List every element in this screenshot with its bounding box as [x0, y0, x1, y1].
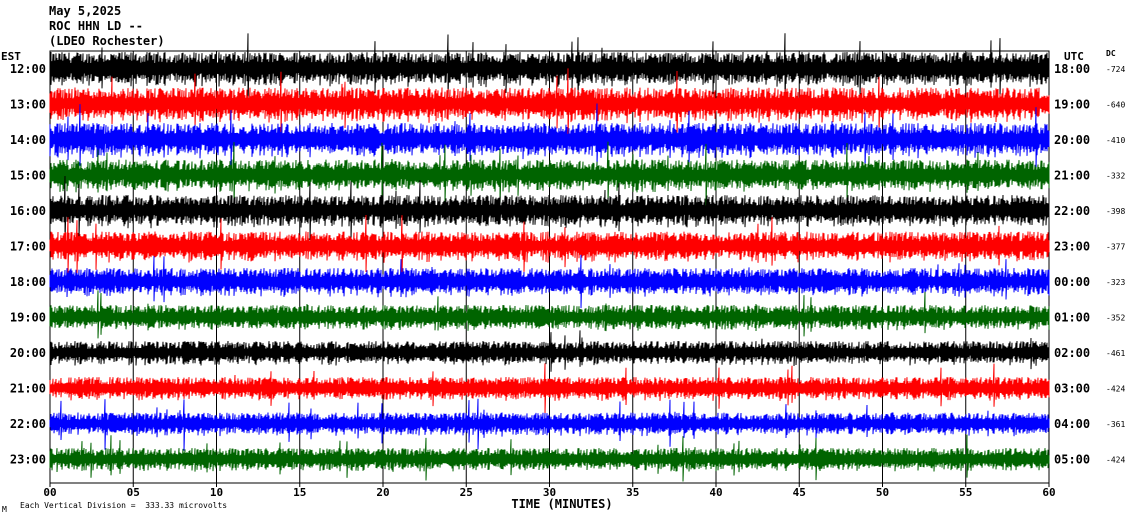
seismic-trace [49, 434, 1050, 482]
est-hour-label: 14:00 [10, 133, 46, 147]
x-tick-label: 25 [460, 486, 473, 499]
left-zone-label: EST [1, 50, 21, 63]
utc-hour-label: 18:00 [1054, 62, 1090, 76]
scale-note: Each Vertical Division = 333.33 microvol… [20, 501, 228, 510]
x-tick-label: 05 [127, 486, 140, 499]
vertical-gridlines [49, 51, 1050, 487]
est-hour-label: 23:00 [10, 453, 46, 467]
est-hour-label: 19:00 [10, 311, 46, 325]
corner-mark: M [2, 505, 7, 514]
x-tick-label: 60 [1042, 486, 1055, 499]
dc-offset-label: -361 [1106, 420, 1125, 429]
dc-offset-label: -352 [1106, 314, 1125, 323]
dc-offset-label: -398 [1106, 207, 1125, 216]
station-label: ROC HHN LD -- [49, 19, 143, 33]
x-axis-label: TIME (MINUTES) [511, 497, 612, 511]
dc-label: DC [1106, 49, 1116, 58]
x-tick-label: 50 [876, 486, 889, 499]
dc-offset-label: -461 [1106, 349, 1125, 358]
dc-offset-label: -424 [1106, 456, 1125, 465]
dc-offset-label: -377 [1106, 243, 1125, 252]
seismic-trace [49, 398, 1050, 451]
utc-hour-label: 23:00 [1054, 240, 1090, 254]
x-tick-label: 55 [959, 486, 972, 499]
est-hour-label: 17:00 [10, 240, 46, 254]
x-tick-label: 15 [293, 486, 306, 499]
utc-hour-label: 00:00 [1054, 275, 1090, 289]
seismic-trace [49, 254, 1050, 309]
est-hour-label: 12:00 [10, 62, 46, 76]
utc-hour-label: 04:00 [1054, 417, 1090, 431]
est-hour-label: 22:00 [10, 417, 46, 431]
utc-hour-label: 19:00 [1054, 98, 1090, 112]
x-tick-label: 30 [543, 486, 556, 499]
utc-hour-label: 02:00 [1054, 346, 1090, 360]
x-tick-label: 40 [709, 486, 722, 499]
utc-hour-label: 21:00 [1054, 169, 1090, 183]
seismic-trace [49, 330, 1050, 372]
dc-offset-label: -640 [1106, 101, 1125, 110]
x-tick-label: 45 [793, 486, 806, 499]
dc-offset-label: -724 [1106, 65, 1125, 74]
seismic-trace [49, 68, 1050, 142]
utc-hour-label: 20:00 [1054, 133, 1090, 147]
est-hour-label: 15:00 [10, 169, 46, 183]
est-hour-label: 18:00 [10, 275, 46, 289]
est-hour-label: 16:00 [10, 204, 46, 218]
trace-group [49, 33, 1050, 482]
x-tick-label: 35 [626, 486, 639, 499]
utc-hour-label: 01:00 [1054, 311, 1090, 325]
x-tick-label: 20 [376, 486, 389, 499]
est-hour-label: 20:00 [10, 346, 46, 360]
location-label: (LDEO Rochester) [49, 34, 165, 48]
seismic-trace [49, 175, 1050, 243]
seismic-trace [49, 363, 1050, 414]
seismic-trace [49, 33, 1050, 108]
utc-hour-label: 03:00 [1054, 382, 1090, 396]
seismic-trace [49, 290, 1050, 339]
dc-offset-label: -410 [1106, 136, 1125, 145]
utc-hour-label: 22:00 [1054, 204, 1090, 218]
right-zone-label: UTC [1064, 50, 1084, 63]
x-tick-label: 00 [43, 486, 56, 499]
est-hour-label: 13:00 [10, 98, 46, 112]
utc-hour-label: 05:00 [1054, 453, 1090, 467]
seismic-trace [49, 214, 1050, 277]
dc-offset-label: -332 [1106, 172, 1125, 181]
seismic-trace [49, 141, 1050, 208]
est-hour-label: 21:00 [10, 382, 46, 396]
date-label: May 5,2025 [49, 4, 122, 18]
dc-offset-label: -424 [1106, 385, 1125, 394]
dc-offset-label: -323 [1106, 278, 1125, 287]
label-group: 00 05 10 15 20 25 30 35 40 45 50 55 60 12:00 18:00 -724… [10, 62, 1126, 499]
seismic-trace [49, 103, 1050, 172]
x-tick-label: 10 [210, 486, 223, 499]
